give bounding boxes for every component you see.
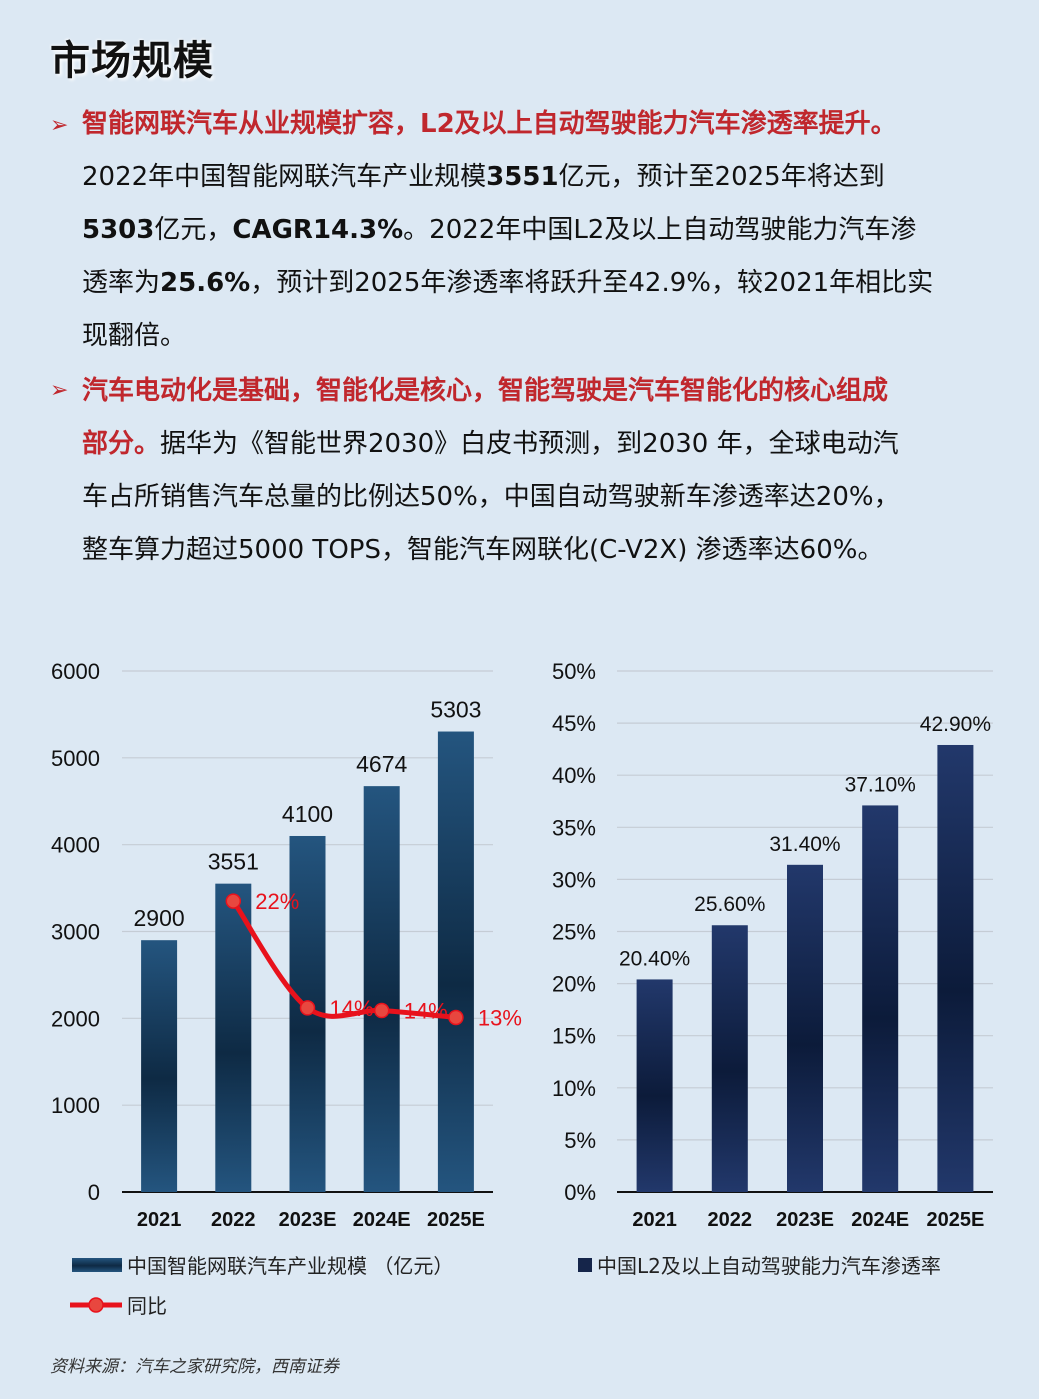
bar [215, 883, 252, 1192]
legend-swatch-line-marker [88, 1297, 104, 1313]
yoy-marker [373, 1002, 390, 1019]
bar [141, 940, 178, 1192]
data-label: 31.40% [769, 833, 840, 856]
text-segment: 2022年中国智能网联汽车产业规模 [82, 162, 487, 192]
text-segment: 透率为 [82, 268, 161, 298]
bullet-line: 车占所销售汽车总量的比例达50%，中国自动驾驶新车渗透率达20%， [82, 471, 900, 524]
data-label: 25.60% [694, 893, 765, 916]
x-tick-label: 2021 [137, 1209, 182, 1231]
y-tick-label: 0 [88, 1180, 100, 1205]
x-tick-label: 2024E [851, 1209, 909, 1231]
bullet-line: 2022年中国智能网联汽车产业规模3551亿元，预计至2025年将达到 [82, 151, 933, 204]
yoy-label: 14% [404, 999, 448, 1024]
y-tick-label: 35% [552, 815, 596, 840]
bullet-line: 智能网联汽车从业规模扩容，L2及以上自动驾驶能力汽车渗透率提升。 [82, 98, 933, 151]
x-tick-label: 2025E [926, 1209, 984, 1231]
x-tick-label: 2024E [353, 1209, 411, 1231]
x-tick-label: 2023E [279, 1209, 337, 1231]
y-tick-label: 3000 [51, 920, 100, 945]
penetration-rate-chart: 0% 5% 10% 15% 20% 25% 30% 35% 40% 45% 50% 20.40% 202… [552, 659, 993, 1231]
yoy-marker [299, 1000, 316, 1016]
y-tick-label: 50% [552, 659, 596, 684]
bullet-text-1: 智能网联汽车从业规模扩容，L2及以上自动驾驶能力汽车渗透率提升。 2022年中国智… [82, 98, 933, 363]
bullet-arrow-1: ➢ [50, 113, 69, 138]
legend-label-bars-right: 中国L2及以上自动驾驶能力汽车渗透率 [597, 1254, 941, 1278]
data-label: 2900 [134, 905, 185, 931]
bar [363, 786, 400, 1192]
page-title: 市场规模 [50, 37, 214, 84]
bar [862, 805, 899, 1192]
x-tick-label: 2022 [211, 1209, 256, 1231]
legend-label-line: 同比 [127, 1294, 167, 1318]
y-tick-label: 30% [552, 867, 596, 892]
data-label: 5303 [430, 697, 481, 723]
x-tick-label: 2021 [632, 1209, 677, 1231]
y-tick-label: 6000 [51, 659, 100, 684]
text-segment: 部分。 [82, 429, 161, 459]
text-segment: 3551 [486, 162, 559, 192]
y-tick-label: 25% [552, 920, 596, 945]
text-segment: 车占所销售汽车总量的比例达50%，中国自动驾驶新车渗透率达20%， [82, 482, 900, 512]
yoy-line [231, 899, 457, 1020]
data-label: 37.10% [845, 773, 916, 796]
bullet-line: 5303亿元，CAGR14.3%。2022年中国L2及以上自动驾驶能力汽车渗 [82, 204, 933, 257]
bullet-line: 汽车电动化是基础，智能化是核心，智能驾驶是汽车智能化的核心组成 [82, 365, 900, 418]
y-tick-label: 45% [552, 711, 596, 736]
yoy-marker [448, 1009, 464, 1026]
y-tick-label: 10% [552, 1076, 596, 1101]
y-tick-label: 20% [552, 972, 596, 997]
industry-scale-chart: 0 1000 2000 3000 4000 5000 6000 2900 2021 3551 202… [51, 659, 522, 1231]
legend-swatch-bars-right [578, 1258, 592, 1272]
bullet-arrow-2: ➢ [50, 378, 69, 403]
bar [437, 731, 474, 1192]
text-segment: ，预计到2025年渗透率将跃升至42.9%，较2021年相比实 [250, 268, 934, 298]
x-tick-label: 2025E [427, 1209, 485, 1231]
text-segment: 智能网联汽车从业规模扩容，L2及以上自动驾驶能力汽车渗透率提升。 [82, 109, 897, 139]
y-tick-label: 40% [552, 763, 596, 788]
y-tick-label: 5000 [51, 746, 100, 771]
bullet-line: 部分。据华为《智能世界2030》白皮书预测，到2030 年，全球电动汽 [82, 418, 900, 471]
text-segment: 整车算力超过5000 TOPS，智能汽车网联化(C-V2X) 渗透率达60%。 [82, 535, 884, 565]
yoy-label: 13% [478, 1005, 522, 1030]
chart-legends: 中国智能网联汽车产业规模 （亿元） 同比 中国L2及以上自动驾驶能力汽车渗透率 [70, 1254, 941, 1318]
bullet-line: 整车算力超过5000 TOPS，智能汽车网联化(C-V2X) 渗透率达60%。 [82, 524, 900, 577]
y-tick-label: 15% [552, 1024, 596, 1049]
text-segment: 25.6% [160, 268, 251, 298]
yoy-label: 22% [255, 889, 299, 914]
text-segment: 现翻倍。 [82, 321, 187, 351]
bullet-text-2: 汽车电动化是基础，智能化是核心，智能驾驶是汽车智能化的核心组成 部分。据华为《智能… [82, 365, 900, 577]
text-segment: 亿元， [154, 215, 233, 245]
data-label: 42.90% [920, 713, 991, 736]
source-note: 资料来源：汽车之家研究院，西南证券 [50, 1357, 339, 1377]
data-label: 20.40% [619, 947, 690, 970]
bar [636, 979, 673, 1192]
text-segment: 5303 [82, 215, 155, 245]
bullet-line: 现翻倍。 [82, 310, 933, 363]
y-tick-label: 2000 [51, 1006, 100, 1031]
text-segment: 亿元，预计至2025年将达到 [558, 162, 885, 192]
bullet-line: 透率为25.6%，预计到2025年渗透率将跃升至42.9%，较2021年相比实 [82, 257, 933, 310]
bar [937, 744, 974, 1192]
x-tick-label: 2022 [708, 1209, 753, 1231]
bar [787, 864, 823, 1192]
data-label: 4100 [282, 801, 333, 827]
bar [711, 925, 748, 1192]
y-tick-label: 4000 [51, 833, 100, 858]
yoy-marker [225, 893, 242, 909]
x-tick-label: 2023E [776, 1209, 834, 1231]
text-segment: 据华为《智能世界2030》白皮书预测，到2030 年，全球电动汽 [160, 429, 899, 459]
y-tick-label: 1000 [51, 1093, 100, 1118]
legend-label-bars-left: 中国智能网联汽车产业规模 （亿元） [127, 1254, 453, 1278]
text-segment: 汽车电动化是基础，智能化是核心，智能驾驶是汽车智能化的核心组成 [82, 376, 889, 406]
data-label: 4674 [356, 751, 407, 777]
legend-swatch-bars-left [72, 1258, 122, 1272]
text-segment: 。2022年中国L2及以上自动驾驶能力汽车渗 [403, 215, 917, 245]
y-tick-label: 5% [564, 1128, 596, 1153]
data-label: 3551 [208, 849, 259, 875]
text-segment: CAGR14.3% [232, 215, 404, 245]
yoy-label: 14% [330, 996, 374, 1021]
y-tick-label: 0% [564, 1180, 596, 1205]
